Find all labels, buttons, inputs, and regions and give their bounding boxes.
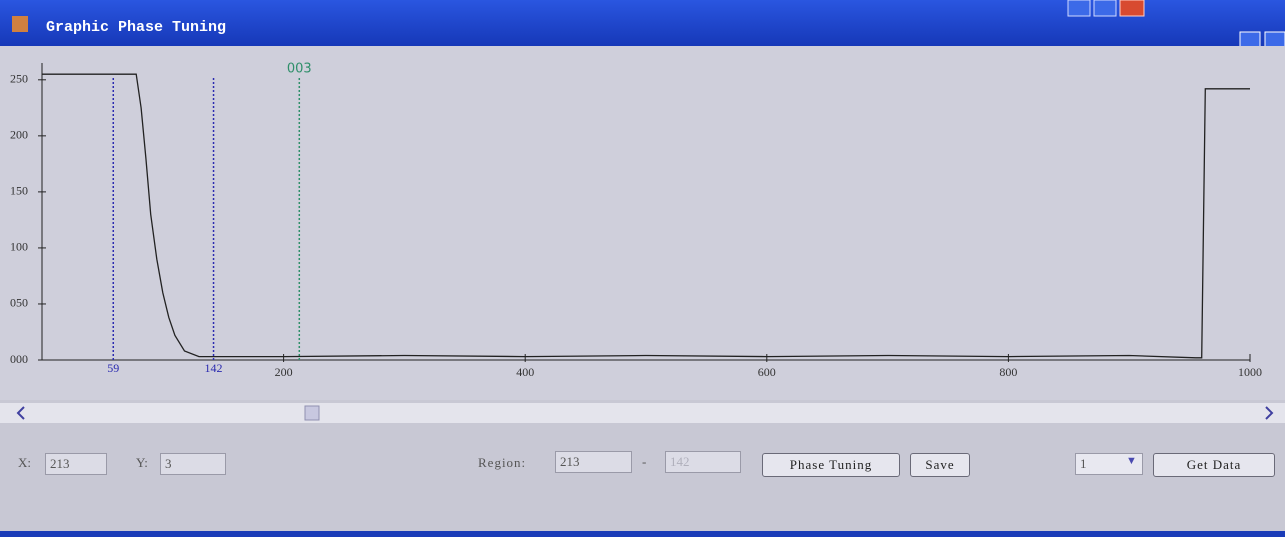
window-title: Graphic Phase Tuning [46,19,226,36]
maximize-button[interactable] [1094,0,1116,16]
x-tick-label: 1000 [1238,365,1262,379]
y-tick-label: 050 [10,296,28,310]
save-button[interactable]: Save [910,453,970,477]
y-field[interactable]: 3 [160,453,226,475]
cursor-label: 142 [205,361,223,375]
y-tick-label: 100 [10,240,28,254]
x-tick-label: 600 [758,365,776,379]
cursor-label: 003 [287,62,312,77]
get-data-button[interactable]: Get Data [1153,453,1275,477]
cursor-label: 59 [107,361,119,375]
app-icon [12,16,28,32]
y-label: Y: [136,455,148,471]
region-label: Region: [478,455,526,471]
phase-tuning-button[interactable]: Phase Tuning [762,453,900,477]
select-arrow[interactable]: ▼ [1126,455,1137,467]
x-tick-label: 800 [999,365,1017,379]
scrollbar[interactable] [0,403,1285,423]
x-label: X: [18,455,31,471]
x-tick-label: 200 [275,365,293,379]
minimize-button[interactable] [1068,0,1090,16]
close-button[interactable] [1120,0,1144,16]
bottom-edge [0,531,1285,537]
app-window: Graphic Phase Tuning 000 050 100 150 200 250 2… [0,0,1285,537]
y-tick-label: 150 [10,184,28,198]
x-tick-label: 400 [516,365,534,379]
scroll-thumb[interactable] [305,406,319,420]
plot-background [0,46,1285,400]
y-tick-label: 200 [10,128,28,142]
y-tick-label: 000 [10,352,28,366]
y-tick-label: 250 [10,72,28,86]
region-end-field: 142 [665,451,741,473]
x-field[interactable]: 213 [45,453,107,475]
region-separator: - [642,454,646,470]
region-start-field[interactable]: 213 [555,451,632,473]
